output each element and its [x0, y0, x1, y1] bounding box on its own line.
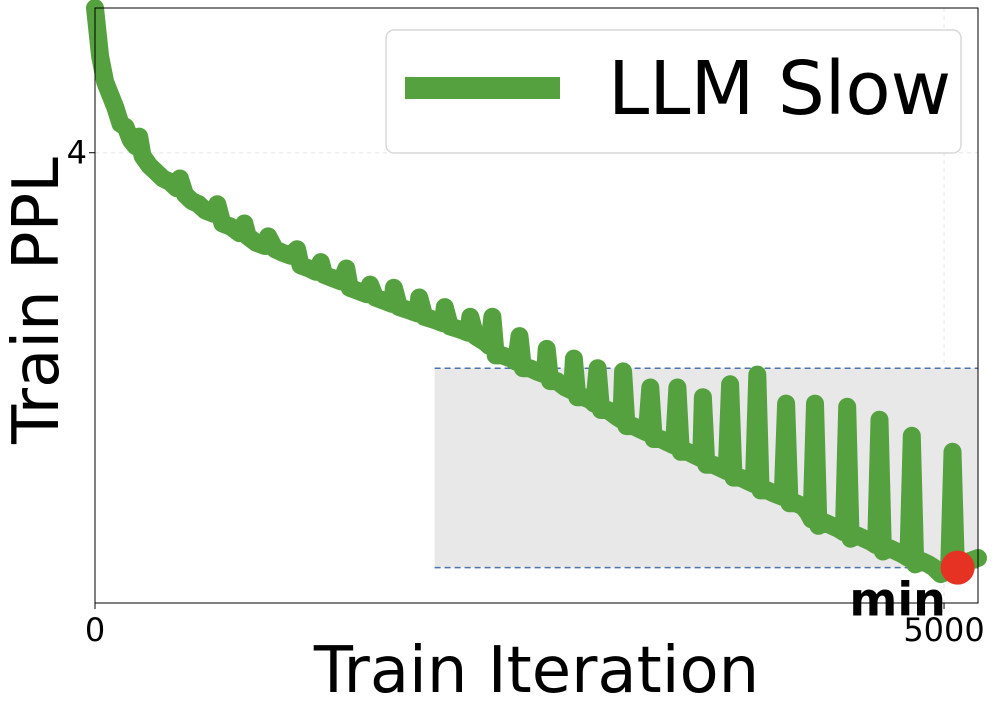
- plot-frame: [94, 7, 979, 604]
- tick-layer: 0 5000 4: [67, 134, 985, 649]
- y-tick-label: 4: [67, 134, 87, 172]
- legend: LLM Slow: [385, 29, 962, 154]
- x-tick-label: 0: [85, 611, 105, 649]
- y-axis-label: Train PPL: [0, 157, 74, 445]
- series-layer: [86, 0, 987, 584]
- marker-layer: [940, 550, 975, 585]
- x-axis-label: Train Iteration: [313, 634, 759, 708]
- legend-box: [385, 29, 962, 154]
- min-annotation: min: [849, 573, 945, 627]
- series-line-0: [86, 0, 987, 584]
- x-tick-label: 5000: [903, 611, 984, 649]
- legend-label: LLM Slow: [608, 46, 951, 132]
- min-marker: [940, 550, 975, 585]
